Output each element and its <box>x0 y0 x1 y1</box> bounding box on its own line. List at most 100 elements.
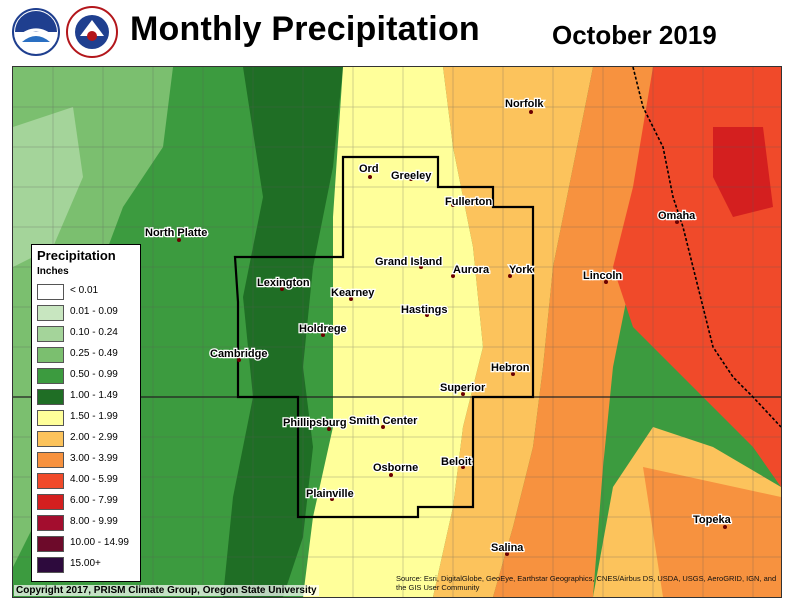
svg-text:Aurora: Aurora <box>453 264 490 276</box>
legend-item: 0.25 - 0.49 <box>37 346 137 363</box>
city-smith-center: Smith Center <box>348 414 419 429</box>
svg-text:Greeley: Greeley <box>391 170 432 182</box>
legend-swatch <box>37 284 64 300</box>
svg-text:Phillipsburg: Phillipsburg <box>283 417 347 429</box>
city-osborne: Osborne <box>372 461 420 477</box>
legend-swatch <box>37 368 64 384</box>
legend-label: 1.50 - 1.99 <box>70 411 118 422</box>
city-hastings: Hastings <box>400 303 449 318</box>
legend-label: 10.00 - 14.99 <box>70 537 129 548</box>
svg-text:Kearney: Kearney <box>331 287 375 299</box>
legend-item: 1.00 - 1.49 <box>37 388 137 405</box>
legend-label: 0.01 - 0.09 <box>70 306 118 317</box>
nws-logo-icon <box>66 6 118 58</box>
svg-text:York: York <box>509 264 534 276</box>
legend-label: 8.00 - 9.99 <box>70 516 118 527</box>
legend-swatch <box>37 494 64 510</box>
city-hebron: Hebron <box>490 361 531 376</box>
legend-swatch <box>37 536 64 552</box>
legend-item: 15.00+ <box>37 556 137 573</box>
legend-swatch <box>37 389 64 405</box>
city-greeley: Greeley <box>390 169 434 184</box>
legend-item: 4.00 - 5.99 <box>37 472 137 489</box>
legend-item: 1.50 - 1.99 <box>37 409 137 426</box>
legend-swatch <box>37 410 64 426</box>
city-holdrege: Holdrege <box>298 322 348 337</box>
city-omaha: Omaha <box>657 209 697 224</box>
missouri-river-boundary <box>632 67 781 428</box>
legend-item: 0.50 - 0.99 <box>37 367 137 384</box>
forecast-area-outline <box>233 155 535 519</box>
legend-item: 10.00 - 14.99 <box>37 535 137 552</box>
legend-label: 15.00+ <box>70 558 101 569</box>
legend-label: 1.00 - 1.49 <box>70 390 118 401</box>
legend-item: 6.00 - 7.99 <box>37 493 137 510</box>
precip-area-3-00 <box>493 67 653 597</box>
svg-text:Cambridge: Cambridge <box>210 348 267 360</box>
legend-units: Inches <box>37 266 69 277</box>
svg-text:Beloit: Beloit <box>441 456 472 468</box>
svg-text:Hebron: Hebron <box>491 362 530 374</box>
svg-text:Ord: Ord <box>359 163 379 175</box>
svg-text:Salina: Salina <box>491 542 524 554</box>
svg-text:Smith Center: Smith Center <box>349 415 418 427</box>
legend-item: 3.00 - 3.99 <box>37 451 137 468</box>
legend-item: 2.00 - 2.99 <box>37 430 137 447</box>
precipitation-legend: Precipitation Inches < 0.01 0.01 - 0.09 0.… <box>31 244 141 582</box>
city-norfolk: Norfolk <box>504 97 546 114</box>
legend-swatch <box>37 347 64 363</box>
city-phillipsburg: Phillipsburg <box>282 416 348 431</box>
legend-label: < 0.01 <box>70 285 99 296</box>
legend-title: Precipitation <box>37 248 116 263</box>
svg-text:Hastings: Hastings <box>401 304 447 316</box>
city-fullerton: Fullerton <box>444 195 494 210</box>
precip-area-1-50 <box>303 67 483 597</box>
city-salina: Salina <box>490 541 526 556</box>
source-attribution: Source: Esri, DigitalGlobe, GeoEye, Eart… <box>396 574 777 592</box>
city-lincoln: Lincoln <box>582 269 624 284</box>
city-lexington: Lexington <box>256 276 311 291</box>
legend-label: 4.00 - 5.99 <box>70 474 118 485</box>
legend-item: < 0.01 <box>37 283 137 300</box>
city-ord: Ord <box>358 162 380 179</box>
svg-text:Plainville: Plainville <box>306 488 354 500</box>
svg-text:Superior: Superior <box>440 382 486 394</box>
svg-text:Omaha: Omaha <box>658 210 696 222</box>
city-beloit: Beloit <box>440 455 473 470</box>
svg-text:Grand Island: Grand Island <box>375 256 442 268</box>
legend-swatch <box>37 326 64 342</box>
legend-swatch <box>37 515 64 531</box>
legend-swatch <box>37 473 64 489</box>
legend-item: 0.01 - 0.09 <box>37 304 137 321</box>
svg-text:Norfolk: Norfolk <box>505 98 544 110</box>
legend-item: 0.10 - 0.24 <box>37 325 137 342</box>
precip-area-3-00-south <box>643 467 781 597</box>
city-cambridge: Cambridge <box>209 347 269 362</box>
copyright-text: Copyright 2017, PRISM Climate Group, Ore… <box>14 585 319 596</box>
legend-item: 8.00 - 9.99 <box>37 514 137 531</box>
city-north-platte: North Platte <box>144 226 209 242</box>
svg-text:Fullerton: Fullerton <box>445 196 492 208</box>
city-topeka: Topeka <box>692 513 733 529</box>
precip-area-6-00 <box>713 127 773 217</box>
svg-text:Topeka: Topeka <box>693 514 732 526</box>
map-title: Monthly Precipitation <box>130 10 480 48</box>
legend-label: 0.25 - 0.49 <box>70 348 118 359</box>
legend-label: 0.10 - 0.24 <box>70 327 118 338</box>
svg-text:Holdrege: Holdrege <box>299 323 347 335</box>
city-aurora: Aurora <box>451 263 491 278</box>
map-header: Monthly Precipitation October 2019 <box>0 0 792 64</box>
city-york: York <box>508 263 535 278</box>
legend-swatch <box>37 431 64 447</box>
svg-text:Osborne: Osborne <box>373 462 418 474</box>
svg-text:Lincoln: Lincoln <box>583 270 622 282</box>
legend-label: 3.00 - 3.99 <box>70 453 118 464</box>
legend-label: 2.00 - 2.99 <box>70 432 118 443</box>
legend-swatch <box>37 557 64 573</box>
legend-label: 0.50 - 0.99 <box>70 369 118 380</box>
city-superior: Superior <box>439 381 487 396</box>
legend-swatch <box>37 452 64 468</box>
legend-swatch <box>37 305 64 321</box>
svg-text:Lexington: Lexington <box>257 277 310 289</box>
city-kearney: Kearney <box>330 286 377 301</box>
